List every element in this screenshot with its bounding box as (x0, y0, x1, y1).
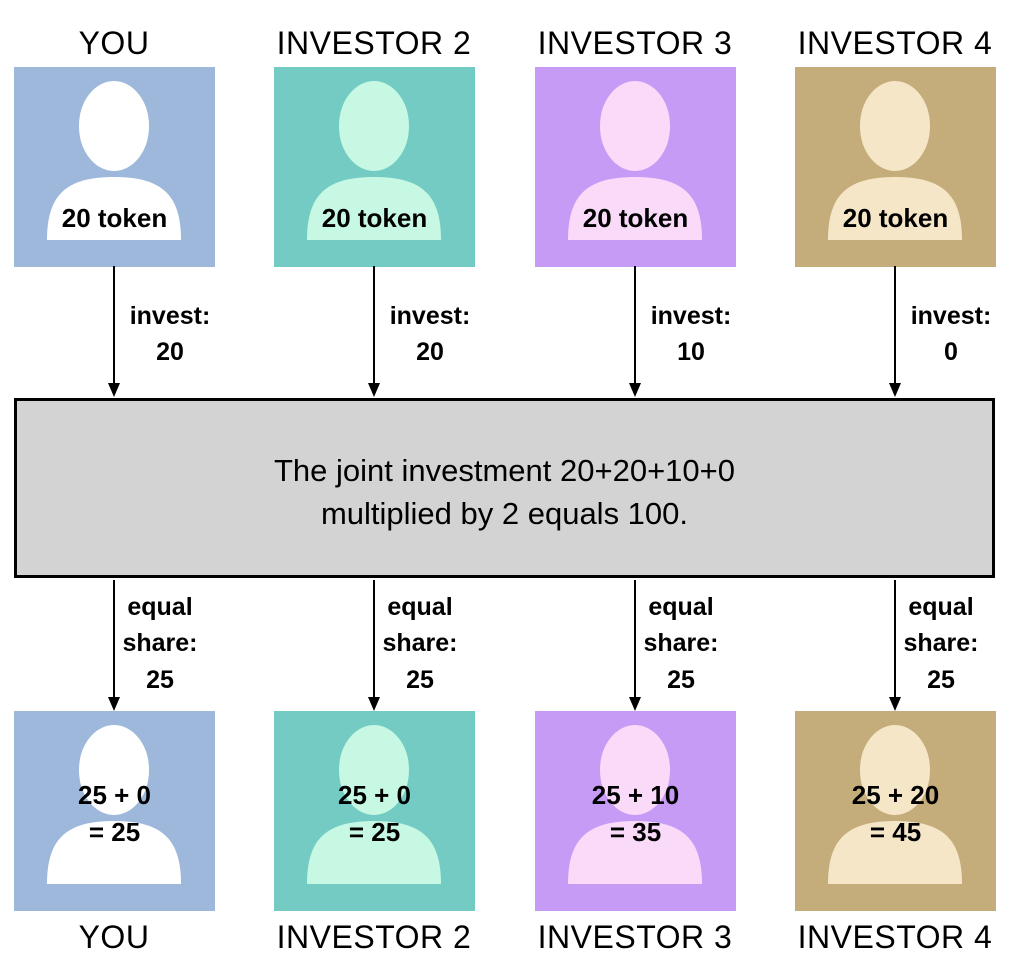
invest-arrowhead-investor-3 (629, 383, 641, 397)
payoff-line-2-investor-4: = 45 (869, 817, 922, 847)
tile-bottom-investor-2: 25 + 0 = 25 (274, 711, 475, 911)
label-top-investor-2: INVESTOR 2 (276, 25, 472, 61)
share-arrow-line-investor-3 (634, 580, 636, 698)
invest-label-you: invest: (129, 302, 211, 330)
share-label-2-investor-3: share: (643, 629, 719, 657)
tile-top-investor-3: 20 token (535, 67, 736, 267)
token-count-investor-3: 20 token (582, 203, 689, 233)
label-top-you: YOU (78, 25, 150, 61)
label-top-investor-3: INVESTOR 3 (537, 25, 733, 61)
share-arrow-line-investor-2 (373, 580, 375, 698)
share-label-1-investor-4: equal (908, 593, 974, 621)
share-arrow-line-investor-4 (894, 580, 896, 698)
share-label-1-you: equal (127, 593, 193, 621)
share-arrowhead-investor-2 (368, 697, 380, 711)
person-icon (568, 721, 702, 884)
invest-arrow-line-investor-3 (634, 266, 636, 384)
invest-arrow-line-you (113, 266, 115, 384)
share-label-1-investor-2: equal (387, 593, 453, 621)
invest-arrowhead-investor-2 (368, 383, 380, 397)
share-label-2-you: share: (122, 629, 198, 657)
tile-bottom-investor-4: 25 + 20 = 45 (795, 711, 996, 911)
label-top-investor-4: INVESTOR 4 (797, 25, 993, 61)
payoff-line-1-investor-4: 25 + 20 (851, 780, 940, 810)
share-amount-you: 25 (146, 666, 174, 694)
share-amount-investor-2: 25 (406, 666, 434, 694)
share-label-1-investor-3: equal (648, 593, 714, 621)
tile-top-you: 20 token (14, 67, 215, 267)
invest-amount-investor-4: 0 (944, 338, 958, 366)
label-bottom-investor-2: INVESTOR 2 (276, 919, 472, 955)
share-arrowhead-investor-3 (629, 697, 641, 711)
joint-investment-box: The joint investment 20+20+10+0 multipli… (14, 398, 995, 578)
share-label-2-investor-4: share: (903, 629, 979, 657)
person-icon (47, 721, 181, 884)
invest-amount-investor-3: 10 (677, 338, 705, 366)
invest-arrowhead-investor-4 (889, 383, 901, 397)
invest-amount-you: 20 (156, 338, 184, 366)
tile-top-investor-2: 20 token (274, 67, 475, 267)
share-arrow-line-you (113, 580, 115, 698)
tile-bottom-investor-3: 25 + 10 = 35 (535, 711, 736, 911)
payoff-line-2-investor-3: = 35 (609, 817, 662, 847)
token-count-you: 20 token (61, 203, 168, 233)
invest-arrow-line-investor-4 (894, 266, 896, 384)
share-label-2-investor-2: share: (382, 629, 458, 657)
token-count-investor-4: 20 token (842, 203, 949, 233)
payoff-line-1-investor-3: 25 + 10 (591, 780, 680, 810)
invest-arrowhead-you (108, 383, 120, 397)
share-amount-investor-4: 25 (927, 666, 955, 694)
invest-arrow-line-investor-2 (373, 266, 375, 384)
person-icon (568, 77, 702, 240)
invest-label-investor-3: invest: (650, 302, 732, 330)
payoff-line-2-investor-2: = 25 (348, 817, 401, 847)
label-bottom-investor-4: INVESTOR 4 (797, 919, 993, 955)
joint-investment-line-1: The joint investment 20+20+10+0 (273, 453, 736, 488)
share-arrowhead-you (108, 697, 120, 711)
person-icon (307, 721, 441, 884)
share-arrowhead-investor-4 (889, 697, 901, 711)
tile-bottom-you: 25 + 0 = 25 (14, 711, 215, 911)
payoff-line-1-investor-2: 25 + 0 (337, 780, 411, 810)
person-icon (828, 77, 962, 240)
label-bottom-you: YOU (78, 919, 150, 955)
invest-amount-investor-2: 20 (416, 338, 444, 366)
invest-label-investor-4: invest: (910, 302, 992, 330)
person-icon (828, 721, 962, 884)
person-icon (47, 77, 181, 240)
label-bottom-investor-3: INVESTOR 3 (537, 919, 733, 955)
share-amount-investor-3: 25 (667, 666, 695, 694)
joint-investment-line-2: multiplied by 2 equals 100. (320, 496, 689, 531)
invest-label-investor-2: invest: (389, 302, 471, 330)
payoff-line-2-you: = 25 (88, 817, 141, 847)
tile-top-investor-4: 20 token (795, 67, 996, 267)
person-icon (307, 77, 441, 240)
payoff-line-1-you: 25 + 0 (77, 780, 151, 810)
token-count-investor-2: 20 token (321, 203, 428, 233)
